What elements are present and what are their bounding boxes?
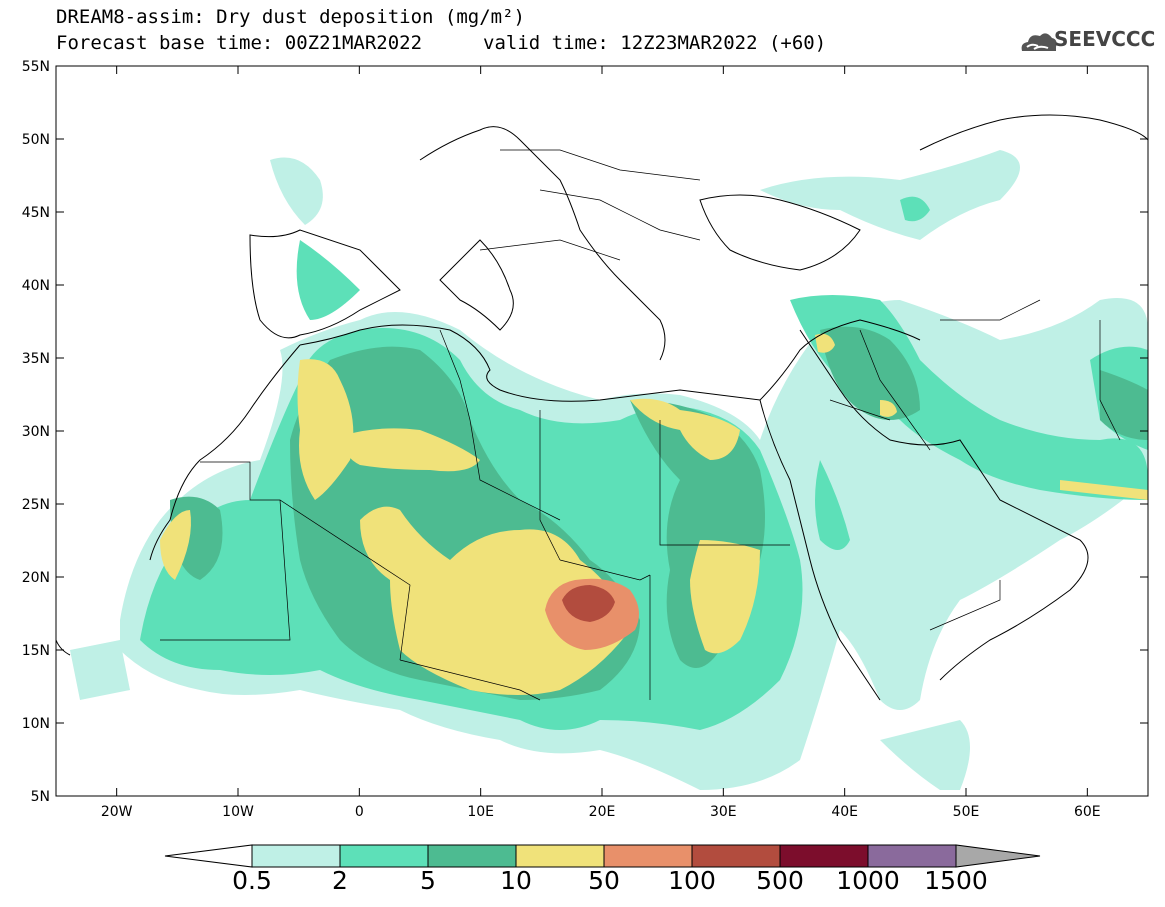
coastlines	[55, 114, 1149, 701]
lat-tick-label: 30N	[22, 424, 50, 440]
lon-tick-label: 10W	[222, 804, 254, 820]
colorbar-swatch	[251, 844, 341, 868]
colorbar-label: 100	[668, 866, 716, 895]
colorbar-label: 5	[420, 866, 436, 895]
cloud-icon	[1021, 33, 1057, 51]
colorbar	[164, 844, 1041, 868]
deposition-level-10	[160, 333, 1148, 695]
colorbar-label: 1000	[836, 866, 900, 895]
map-title: DREAM8-assim: Dry dust deposition (mg/m²…	[56, 6, 525, 28]
country-borders	[160, 149, 1121, 701]
lat-tick-label: 15N	[22, 643, 50, 659]
lon-tick-label: 40E	[831, 804, 858, 820]
latitude-axis: 55N 50N 45N 40N 35N 30N 25N 20N 15N 10N 5N	[22, 59, 1148, 805]
colorbar-swatch	[691, 844, 781, 868]
lat-tick-label: 5N	[31, 789, 50, 805]
forecast-base-time: Forecast base time: 00Z21MAR2022	[56, 32, 423, 54]
lat-tick-label: 50N	[22, 132, 50, 148]
colorbar-swatch	[339, 844, 429, 868]
lon-tick-label: 30E	[710, 804, 737, 820]
lat-tick-label: 40N	[22, 278, 50, 294]
colorbar-label: 10	[500, 866, 532, 895]
colorbar-over-triangle	[955, 844, 1041, 868]
lat-tick-label: 55N	[22, 59, 50, 75]
lat-tick-label: 45N	[22, 205, 50, 221]
lon-tick-label: 50E	[953, 804, 980, 820]
lon-tick-label: 20W	[101, 804, 133, 820]
lat-tick-label: 25N	[22, 497, 50, 513]
colorbar-swatch	[779, 844, 869, 868]
lon-tick-label: 0	[355, 804, 364, 820]
dust-deposition-field	[70, 150, 1148, 790]
colorbar-label: 0.5	[232, 866, 272, 895]
lon-tick-label: 60E	[1074, 804, 1101, 820]
colorbar-swatch	[867, 844, 957, 868]
lat-tick-label: 10N	[22, 716, 50, 732]
logo-text: SEEVCCC	[1054, 27, 1156, 51]
lon-tick-label: 20E	[589, 804, 616, 820]
lon-tick-label: 10E	[467, 804, 494, 820]
lat-tick-label: 35N	[22, 351, 50, 367]
lat-tick-label: 20N	[22, 570, 50, 586]
colorbar-label: 50	[588, 866, 620, 895]
colorbar-swatch	[427, 844, 517, 868]
longitude-axis: 20W 10W 0 10E 20E 30E 40E 50E 60E	[101, 66, 1101, 820]
colorbar-label: 2	[332, 866, 348, 895]
valid-time: valid time: 12Z23MAR2022 (+60)	[483, 32, 827, 54]
colorbar-label: 500	[756, 866, 804, 895]
colorbar-swatch	[603, 844, 693, 868]
colorbar-swatch	[515, 844, 605, 868]
colorbar-under-triangle	[164, 844, 253, 868]
deposition-level-100	[562, 585, 615, 622]
colorbar-label: 1500	[924, 866, 988, 895]
